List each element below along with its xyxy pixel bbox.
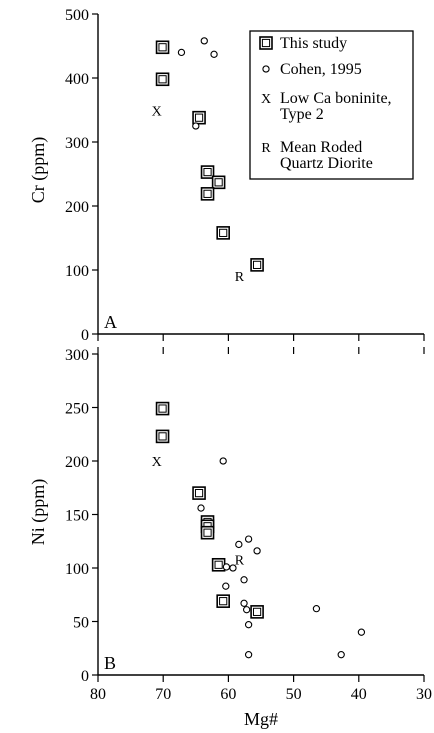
cohen-circle-marker-4: [253, 547, 261, 555]
this-study-square-inner-4: [214, 178, 223, 187]
cohen-circle-marker-10: [243, 606, 251, 614]
roded-r-marker-legend-3: R: [261, 141, 271, 156]
legend-entry-1-line-0: Cohen, 1995: [280, 61, 362, 78]
cohen-circle-marker-12: [312, 605, 321, 613]
legend-entry-2-line-1: Type 2: [280, 106, 324, 123]
cohen-circle-marker-14: [337, 651, 345, 659]
panel-b-ni: 0 50 100 150 200 250 300 80 70 60 50 40 30 Ni (ppm) Mg…: [28, 347, 432, 729]
boninite-x-marker-0: X: [152, 455, 162, 470]
roded-r-marker-0: R: [235, 270, 245, 285]
this-study-square-marker-legend-0: [259, 36, 273, 50]
legend-entry-0-line-0: This study: [280, 35, 347, 52]
y-tick-label-200: 200: [65, 199, 89, 216]
cohen-circle-marker-0: [219, 457, 227, 465]
cohen-circle-marker-2: [235, 540, 243, 549]
this-study-square-marker-1: [155, 72, 170, 87]
legend-entry-3-line-0: Mean Roded: [280, 139, 362, 156]
cohen-circle-marker-1: [197, 504, 205, 512]
this-study-square-inner-2: [194, 113, 204, 122]
x-tick-label-70: 70: [155, 686, 171, 703]
x-axis-label: Mg#: [244, 709, 278, 729]
this-study-square-inner-7: [219, 597, 228, 606]
this-study-square-inner-5: [203, 189, 212, 198]
this-study-square-marker-3: [200, 165, 215, 179]
x-tick-label-50: 50: [286, 686, 302, 703]
this-study-square-inner-0: [158, 43, 167, 52]
this-study-square-inner-5: [203, 528, 212, 537]
y-tick-label-200: 200: [65, 454, 89, 471]
this-study-square-inner-7: [252, 260, 262, 269]
boninite-x-marker-legend-2: X: [261, 92, 271, 107]
cohen-circle-marker-3: [244, 535, 253, 543]
cohen-circle-marker-8: [240, 576, 248, 584]
y-tick-label-250: 250: [65, 401, 89, 418]
this-study-square-marker-0: [155, 401, 170, 416]
this-study-square-inner-0: [158, 404, 167, 413]
this-study-square-marker-2: [192, 486, 206, 500]
y-tick-label-500: 500: [65, 7, 89, 24]
legend-box: [249, 30, 414, 180]
this-study-square-inner-2: [194, 489, 204, 498]
this-study-square-marker-1: [155, 429, 170, 444]
this-study-square-marker-5: [200, 525, 215, 540]
y-tick-label-100: 100: [65, 263, 89, 280]
boninite-x-marker-0: X: [152, 105, 162, 120]
x-tick-label-80: 80: [90, 686, 106, 703]
cohen-circle-marker-7: [222, 582, 230, 590]
this-study-square-inner-1: [158, 75, 167, 84]
cohen-circle-marker-6: [229, 564, 237, 572]
roded-r-marker-0: R: [235, 553, 245, 568]
this-study-square-inner-6: [214, 560, 223, 569]
this-study-square-inner-legend-0: [261, 38, 271, 48]
y-tick-label-50: 50: [73, 615, 89, 632]
this-study-square-marker-5: [200, 187, 215, 201]
cohen-circle-marker-2: [210, 50, 218, 58]
panel-label: A: [104, 312, 117, 332]
panel-label: B: [104, 653, 116, 673]
y-tick-label-0: 0: [81, 327, 89, 344]
cohen-circle-marker-9: [240, 599, 248, 607]
x-tick-label-60: 60: [220, 686, 236, 703]
this-study-square-marker-8: [250, 605, 264, 619]
this-study-square-marker-6: [216, 226, 230, 240]
y-axis-label: Ni (ppm): [28, 479, 49, 546]
panel-a-cr: 0 100 200 300 400 500 Cr (ppm) A X R This study Coh…: [28, 7, 425, 354]
y-tick-label-400: 400: [65, 71, 89, 88]
y-tick-label-100: 100: [65, 561, 89, 578]
cohen-circle-marker-0: [177, 48, 186, 57]
cohen-circle-marker-legend-1: [262, 65, 270, 73]
cohen-circle-marker-1: [200, 37, 208, 45]
this-study-square-marker-2: [192, 110, 206, 125]
y-tick-label-150: 150: [65, 508, 89, 525]
cohen-circle-marker-15: [244, 651, 253, 659]
this-study-square-marker-0: [155, 40, 170, 55]
x-tick-label-40: 40: [351, 686, 367, 703]
cohen-circle-marker-11: [244, 621, 253, 629]
this-study-square-inner-6: [219, 228, 228, 237]
this-study-square-marker-7: [216, 594, 230, 608]
legend-entry-2-line-0: Low Ca boninite,: [280, 90, 392, 107]
legend: This study Cohen, 1995 X Low Ca boninite,Ty…: [249, 30, 414, 180]
this-study-square-inner-3: [203, 167, 212, 177]
this-study-square-marker-4: [211, 175, 226, 190]
this-study-square-marker-6: [211, 557, 226, 572]
this-study-square-marker-7: [250, 258, 264, 272]
y-tick-label-0: 0: [81, 668, 89, 685]
cohen-circle-marker-5: [222, 563, 231, 571]
this-study-square-inner-1: [158, 432, 167, 441]
legend-entry-3-line-1: Quartz Diorite: [280, 155, 373, 172]
cohen-circle-marker-13: [357, 628, 366, 636]
cohen-circle-marker-3: [192, 122, 200, 130]
y-tick-label-300: 300: [65, 135, 89, 152]
y-axis-label: Cr (ppm): [28, 137, 49, 204]
x-tick-label-30: 30: [416, 686, 432, 703]
this-study-square-inner-8: [252, 607, 262, 616]
y-tick-label-300: 300: [65, 347, 89, 364]
